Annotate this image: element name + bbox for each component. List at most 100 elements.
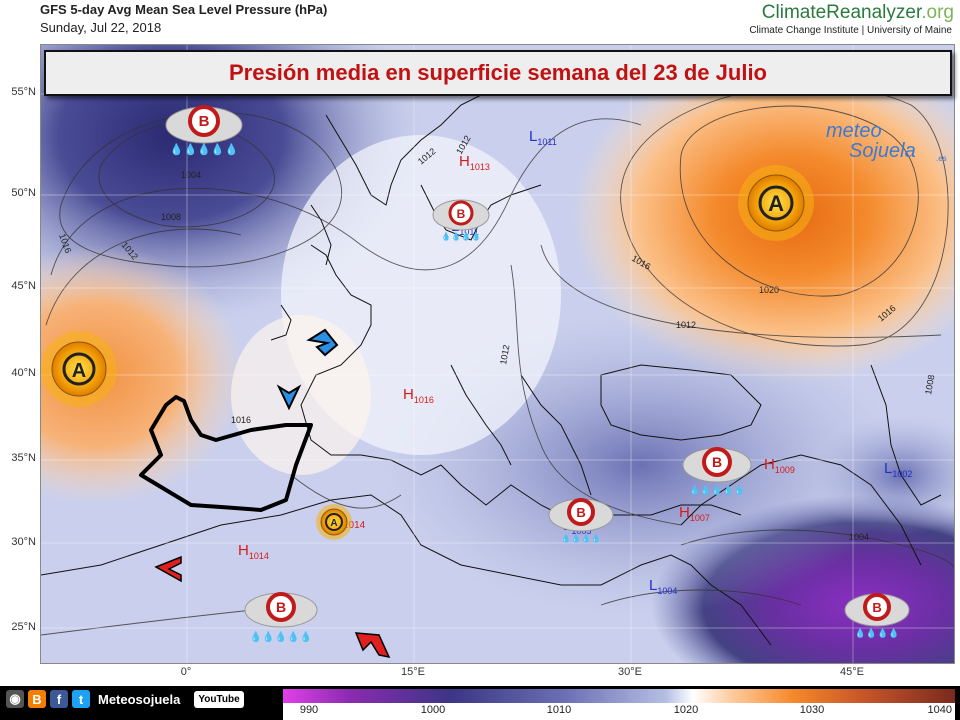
rain-cloud-icon: B 💧💧💧💧 [432,199,490,241]
isobar-1020 [679,105,919,297]
low-letter: B [576,505,585,520]
lon-label: 15°E [401,666,425,678]
sun-icon: A [41,331,117,407]
brand-tld: .org [921,2,954,23]
raindrops-icon: 💧💧💧💧 [441,231,481,241]
instagram-icon[interactable]: ◉ [6,690,24,708]
region-outline [139,395,313,512]
low-center-label: L1004 [649,577,677,596]
pressure-map: 1004 1008 1012 1016 1012 1012 1016 1020 … [41,45,954,663]
facebook-icon[interactable]: f [50,690,68,708]
colorbar-scale [283,703,955,720]
isobar-1016-south [290,474,402,509]
rain-cloud-icon: B 💧💧💧💧 [844,593,910,639]
isobar-label: 1012 [676,320,696,330]
high-pressure-zone-w [41,245,246,505]
isobar-1012-central [510,264,682,526]
isobars [41,85,954,636]
banner-title: Presión media en superficie semana del 2… [44,50,952,96]
lon-label: 45°E [840,666,864,678]
brand-subtitle: Climate Change Institute | University of… [749,25,952,36]
lon-label: 0° [180,666,192,678]
rain-cloud-icon: B 💧💧💧💧 [548,498,614,543]
raindrops-icon: 💧💧💧💧💧 [689,484,745,496]
colorbar-tick: 1040 [927,704,952,716]
watermark-logo: meteo Sojuela .es [826,120,947,163]
watermark-line2: Sojuela [849,140,916,162]
isobar-1012-north [50,118,642,276]
raindrops-icon: 💧💧💧💧💧 [250,630,312,643]
isobar-1008 [59,112,342,268]
low-center-label: L1011 [529,128,557,147]
brand-name: ClimateReanalyzer [761,2,922,23]
watermark-line1: meteo [826,120,882,142]
colorbar-tick: 1000 [420,704,446,716]
colorbar-tick: 1020 [673,704,699,716]
coastline-italy [450,364,512,466]
coastline-balkans [520,374,592,496]
coastline-middle-east [680,454,922,566]
isobar-1008-south [600,589,802,606]
red-arrow-icon [154,555,182,583]
lat-label: 50°N [11,187,36,199]
raindrops-icon: 💧💧💧💧 [561,533,601,543]
high-center-label: H1016 [403,386,434,405]
high-letter: A [768,191,784,216]
sun-icon: A [738,165,814,241]
neutral-zone-iberia [231,315,371,475]
isobar-label: 1012 [498,344,511,365]
high-center-label: H1007 [679,504,710,523]
low-letter: B [457,207,466,221]
low-letter: B [276,599,286,615]
colorbar-tick: 1030 [799,704,825,716]
red-arrow-icon [354,632,391,659]
isobar-1016-east [620,85,949,347]
coastline-north-africa [41,494,772,646]
youtube-icon[interactable]: YouTube [194,690,244,708]
twitter-icon[interactable]: t [72,690,90,708]
brand-logo: ClimateReanalyzer.org [762,2,954,24]
high-center-label: 1014 [343,520,366,531]
colorbar-tick: 990 [299,704,319,716]
low-letter: B [872,600,881,615]
lat-label: 45°N [11,280,36,292]
watermark-suffix: .es [936,154,947,163]
isobar-1012-east [540,244,942,338]
sun-icon: A [316,504,352,540]
coastline-britain [270,304,292,341]
isobar-1004-south [680,529,954,575]
high-center-label: H1009 [764,456,795,475]
lon-label: 30°E [618,666,642,678]
graticule [41,45,954,663]
isobar-1016-west [45,228,242,326]
rain-cloud-icon: B 💧💧💧💧💧 [165,105,243,156]
low-letter: B [199,113,210,130]
social-name: Meteosojuela [98,691,181,707]
social-links: ◉ B f t Meteosojuela YouTube [6,690,244,708]
raindrops-icon: 💧💧💧💧 [855,627,900,639]
high-letter: A [72,360,86,382]
map-title: GFS 5-day Avg Mean Sea Level Pressure (h… [40,2,328,17]
colorbar [283,689,955,703]
isobar-label: 1004 [181,170,201,180]
coastline-black-sea [600,364,762,441]
low-center-label: L1002 [884,460,912,479]
isobar-label: 1020 [759,285,779,295]
blogger-icon[interactable]: B [28,690,46,708]
high-letter: A [330,518,337,529]
map-date: Sunday, Jul 22, 2018 [40,20,162,35]
isobar-label: 1008 [161,212,181,222]
lat-label: 55°N [11,86,36,98]
lat-label: 40°N [11,367,36,379]
lat-label: 30°N [11,536,36,548]
low-pressure-zone-caspian [811,415,954,535]
rain-cloud-icon: B 💧💧💧💧💧 [244,592,318,643]
lat-label: 25°N [11,621,36,633]
isobar-label: 1016 [231,415,251,425]
blue-arrow-icon [306,328,339,357]
high-center-label: H1013 [459,153,490,172]
low-letter: B [712,454,722,470]
rain-cloud-icon: B 💧💧💧💧💧 [682,447,752,496]
coastline-caspian [870,364,942,506]
map-frame: 1004 1008 1012 1016 1012 1012 1016 1020 … [40,44,955,664]
